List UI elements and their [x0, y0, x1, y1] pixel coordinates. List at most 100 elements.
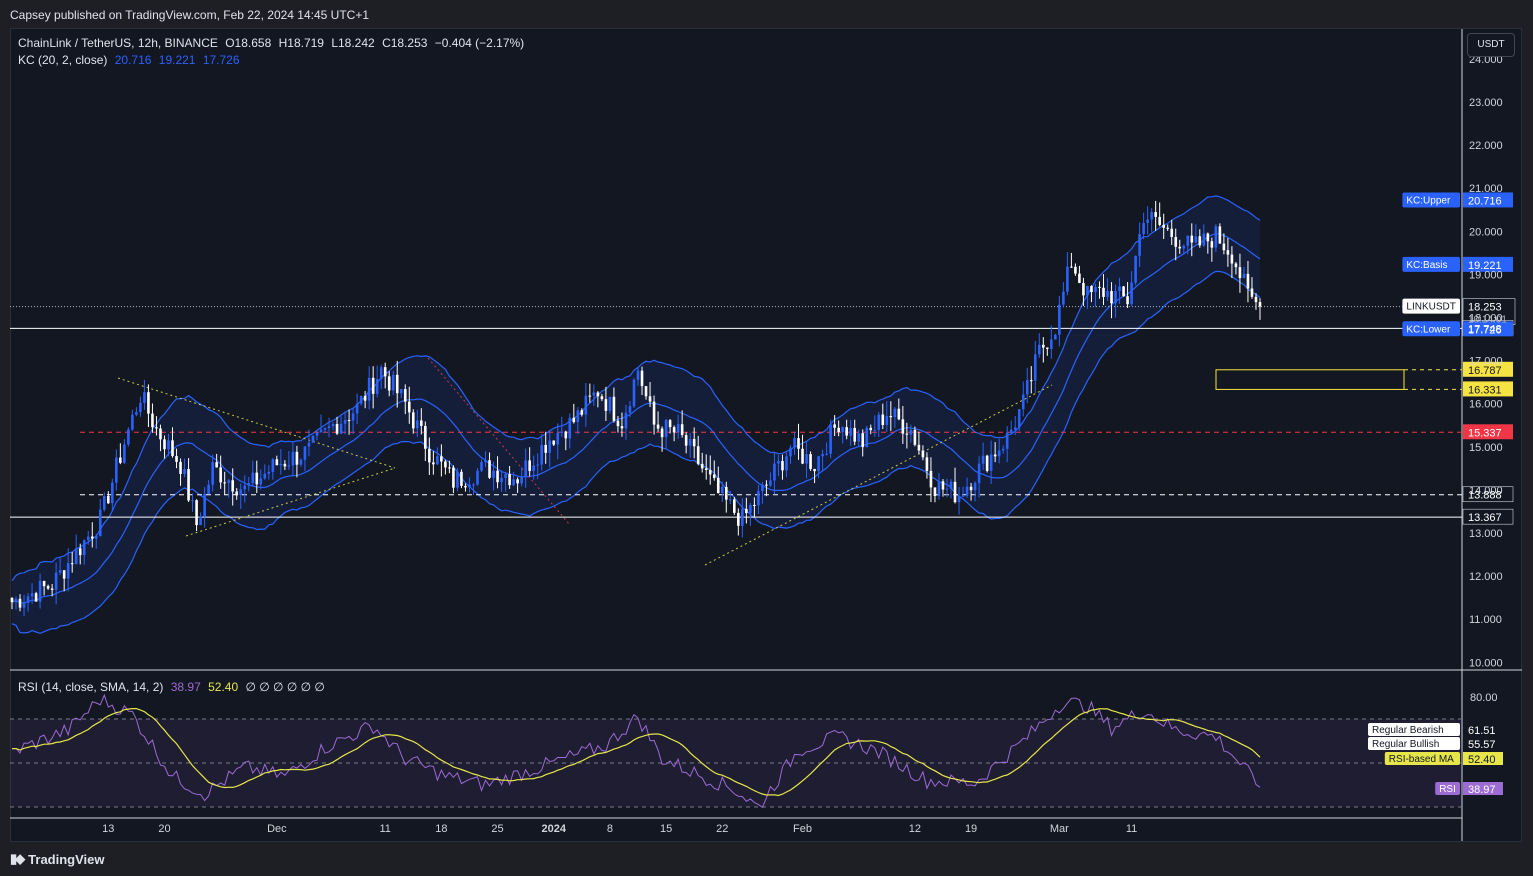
- rsi-ma-line: [11, 708, 1261, 797]
- candle-body: [949, 481, 953, 489]
- price-tick-label: 22.000: [1469, 140, 1503, 152]
- candle-body: [809, 454, 812, 470]
- rsi-value-label: 38.97: [1468, 784, 1496, 796]
- rsi-legend[interactable]: RSI (14, close, SMA, 14, 2) 38.97 52.40 …: [18, 680, 325, 694]
- candle-body: [917, 444, 921, 451]
- candle-body: [1001, 448, 1005, 451]
- rsi-na-values: ∅ ∅ ∅ ∅ ∅ ∅: [245, 680, 325, 694]
- candle-body: [359, 395, 363, 404]
- price-tick-label: 11.000: [1469, 614, 1502, 626]
- price-tick-label: 13.000: [1469, 528, 1503, 540]
- candle-body: [849, 427, 852, 436]
- candle-body: [592, 392, 596, 396]
- candle-body: [797, 438, 800, 449]
- candle-body: [403, 389, 407, 402]
- ohlc-low: L18.242: [331, 36, 375, 50]
- candle-body: [456, 471, 459, 488]
- kc-upper-value: 20.716: [114, 53, 152, 67]
- rsi-tick-label: 80.00: [1470, 692, 1498, 704]
- candle-body: [648, 396, 652, 402]
- candle-body: [700, 463, 704, 469]
- candle-body: [107, 496, 110, 504]
- candle-body: [853, 427, 857, 442]
- price-tick-label: 14.000: [1469, 485, 1503, 497]
- candle-body: [432, 462, 435, 465]
- candle-body: [179, 461, 182, 475]
- price-value-label: 20.716: [1468, 195, 1502, 207]
- rsi-label-name: Regular Bearish: [1372, 725, 1444, 736]
- candle-body: [440, 456, 443, 462]
- price-value-tag: [1463, 424, 1513, 440]
- candle-body: [1154, 212, 1157, 217]
- candle-body: [1242, 273, 1246, 279]
- candle-body: [319, 429, 323, 433]
- candle-body: [789, 447, 792, 457]
- candle-body: [981, 455, 985, 464]
- price-tick-label: 15.000: [1469, 442, 1503, 454]
- candle-body: [1118, 286, 1121, 291]
- candle-body: [167, 440, 170, 450]
- candle-body: [881, 414, 885, 425]
- candle-body: [1013, 427, 1017, 430]
- candle-body: [865, 427, 869, 448]
- candle-body: [913, 429, 917, 445]
- candle-body: [367, 377, 371, 401]
- candle-body: [195, 500, 198, 526]
- candle-body: [295, 451, 299, 465]
- time-tick-label: Feb: [793, 823, 812, 835]
- candle-body: [656, 424, 660, 429]
- kc-title: KC (20, 2, close): [18, 53, 108, 67]
- symbol-title: ChainLink / TetherUS, 12h, BINANCE: [18, 36, 218, 50]
- candle-body: [905, 433, 909, 435]
- candle-body: [1106, 291, 1109, 297]
- candle-body: [436, 456, 439, 465]
- candle-body: [664, 420, 668, 438]
- descending-trendline: [427, 357, 571, 526]
- candle-body: [476, 470, 479, 485]
- candle-body: [640, 370, 644, 387]
- ohlc-open: O18.658: [225, 36, 272, 50]
- candle-body: [1178, 246, 1182, 249]
- candle-body: [548, 440, 552, 453]
- candle-body: [837, 427, 840, 432]
- candle-body: [18, 598, 22, 608]
- candle-body: [10, 597, 14, 603]
- tradingview-logo[interactable]: ▮◆ TradingView: [10, 851, 105, 867]
- chart-frame[interactable]: [10, 28, 1522, 842]
- rsi-value-tag: [1463, 737, 1503, 750]
- candle-body: [1146, 219, 1149, 223]
- candle-body: [46, 586, 50, 589]
- candle-body: [375, 379, 379, 394]
- price-tick-label: 23.000: [1469, 97, 1503, 109]
- candle-body: [540, 444, 543, 465]
- price-value-tag: [1463, 361, 1513, 377]
- candle-body: [500, 477, 503, 483]
- candle-body: [315, 432, 319, 436]
- candle-body: [833, 424, 836, 428]
- candle-body: [813, 469, 816, 472]
- candle-body: [889, 416, 893, 418]
- candle-body: [841, 427, 844, 432]
- candle-body: [556, 432, 560, 445]
- candle-body: [127, 429, 130, 445]
- candle-body: [817, 456, 820, 472]
- candle-body: [1122, 286, 1125, 297]
- candle-body: [255, 472, 259, 485]
- candle-body: [1170, 228, 1174, 237]
- candle-body: [644, 386, 648, 397]
- price-value-tag: [1462, 508, 1514, 525]
- kc-legend[interactable]: KC (20, 2, close) 20.716 19.221 17.726: [18, 53, 240, 67]
- candle-body: [945, 488, 949, 490]
- candle-body: [1174, 236, 1178, 247]
- currency-button[interactable]: USDT: [1467, 33, 1515, 57]
- price-tick-label: 21.000: [1469, 183, 1503, 195]
- candle-body: [1017, 409, 1021, 428]
- candle-body: [460, 471, 463, 486]
- price-label-tag: [1402, 256, 1460, 272]
- candle-body: [371, 377, 375, 394]
- price-value-label: 18.253: [1468, 302, 1502, 314]
- price-value-label: 13.888: [1468, 490, 1502, 502]
- candle-body: [568, 417, 572, 439]
- symbol-legend[interactable]: ChainLink / TetherUS, 12h, BINANCE O18.6…: [18, 36, 524, 50]
